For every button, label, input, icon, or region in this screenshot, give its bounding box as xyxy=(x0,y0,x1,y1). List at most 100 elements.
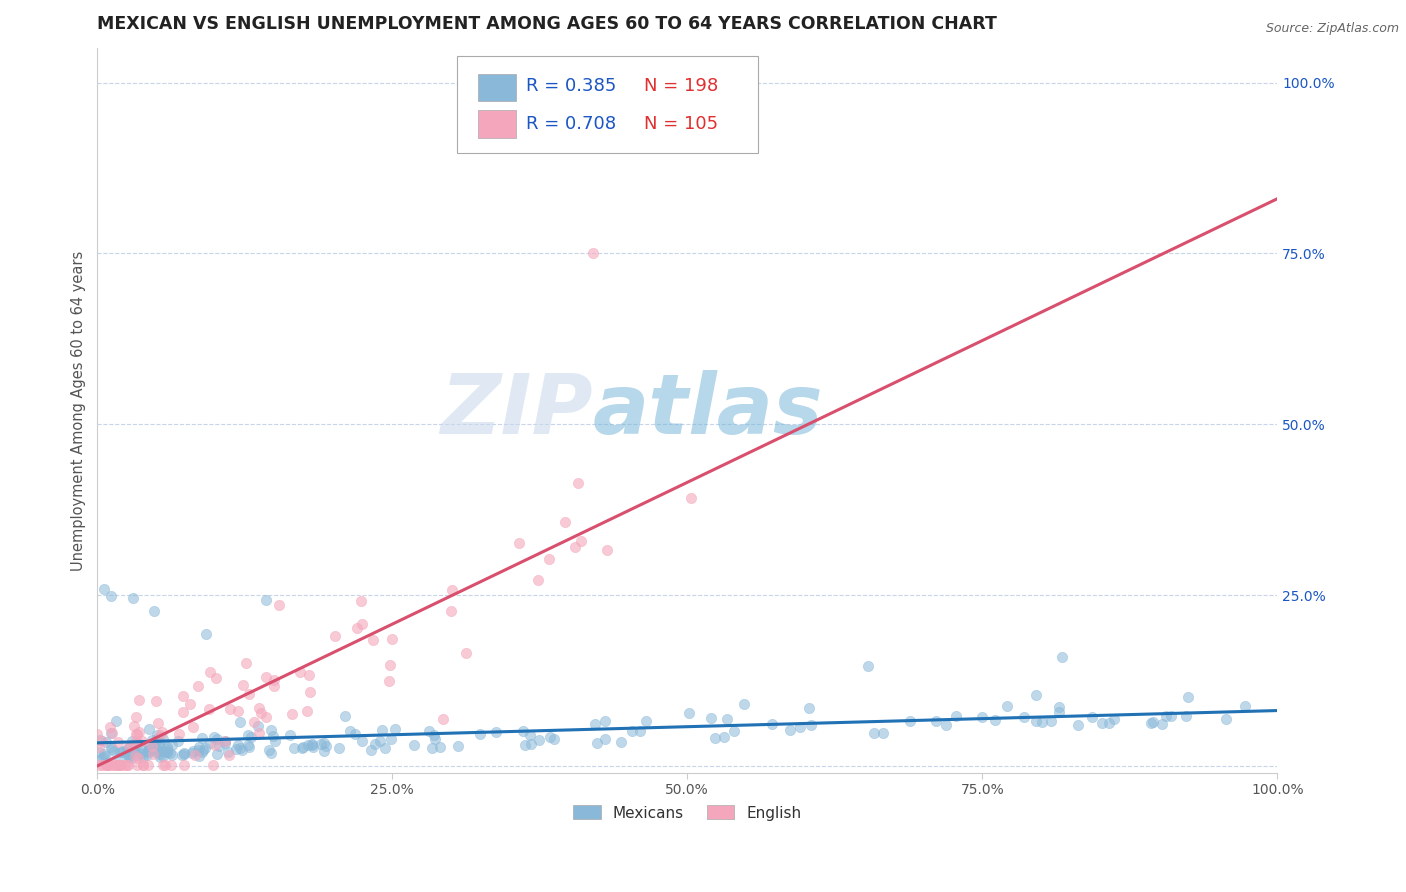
Point xyxy=(125,727,148,741)
Point xyxy=(149,749,172,764)
FancyBboxPatch shape xyxy=(478,74,516,102)
Point xyxy=(205,747,228,761)
Point xyxy=(301,738,323,752)
Point xyxy=(86,727,108,741)
Point xyxy=(127,751,149,765)
Point xyxy=(153,758,176,772)
Point xyxy=(309,737,332,751)
Point xyxy=(173,758,195,772)
Point xyxy=(121,738,143,752)
Point xyxy=(141,732,163,747)
Point xyxy=(254,670,277,684)
Point xyxy=(146,728,169,742)
Point xyxy=(361,632,384,647)
Point xyxy=(723,724,745,739)
Point xyxy=(122,719,145,733)
Point xyxy=(89,733,111,747)
Point xyxy=(124,749,146,764)
Point xyxy=(124,744,146,758)
Point xyxy=(236,728,259,742)
Point xyxy=(1080,710,1102,724)
Point xyxy=(115,742,138,756)
Point xyxy=(143,740,166,755)
Point xyxy=(995,698,1018,713)
Point xyxy=(117,747,139,761)
Point xyxy=(100,720,122,734)
Point xyxy=(350,734,373,748)
Point xyxy=(172,705,194,719)
Point xyxy=(700,711,723,725)
Point xyxy=(149,728,172,742)
Point xyxy=(96,758,118,772)
Point xyxy=(263,679,285,693)
Point xyxy=(101,726,124,740)
Point xyxy=(181,746,204,760)
Point xyxy=(291,741,314,756)
Point xyxy=(586,735,609,749)
Point xyxy=(198,701,221,715)
Point xyxy=(380,658,402,673)
Point xyxy=(1047,705,1070,719)
Point xyxy=(131,747,153,761)
Point xyxy=(108,745,131,759)
Point xyxy=(93,747,115,762)
Point xyxy=(120,751,142,765)
Point xyxy=(799,701,821,715)
Point xyxy=(225,741,247,756)
Point xyxy=(125,710,148,724)
Point xyxy=(150,744,173,758)
Point xyxy=(91,749,114,764)
Point xyxy=(446,739,468,754)
Point xyxy=(117,745,139,759)
Point xyxy=(343,727,366,741)
Point xyxy=(201,758,224,772)
Point xyxy=(87,745,110,759)
Point xyxy=(1098,716,1121,731)
Point xyxy=(328,740,350,755)
Point xyxy=(264,734,287,748)
Point xyxy=(1047,699,1070,714)
Point xyxy=(247,726,270,740)
Point xyxy=(111,744,134,758)
Text: ZIP: ZIP xyxy=(440,370,593,451)
Point xyxy=(156,740,179,755)
Point xyxy=(935,718,957,732)
Point xyxy=(519,728,541,742)
Point xyxy=(179,698,201,712)
Point xyxy=(678,706,700,721)
Point xyxy=(373,741,395,756)
Point xyxy=(152,731,174,746)
Point xyxy=(1031,714,1053,729)
Point xyxy=(1154,709,1177,723)
Point xyxy=(219,702,242,716)
Text: R = 0.385: R = 0.385 xyxy=(526,77,616,95)
Point xyxy=(364,737,387,751)
Point xyxy=(217,745,239,759)
Point xyxy=(150,724,173,739)
Point xyxy=(98,758,121,772)
Text: R = 0.708: R = 0.708 xyxy=(526,115,616,134)
Point xyxy=(91,758,114,772)
Point xyxy=(468,726,491,740)
Point xyxy=(1215,712,1237,726)
Point xyxy=(228,715,250,730)
Point xyxy=(121,733,143,747)
Point xyxy=(202,730,225,744)
Point xyxy=(129,746,152,760)
Point xyxy=(117,758,139,772)
Point xyxy=(254,710,277,724)
Point xyxy=(610,734,633,748)
Point xyxy=(226,738,249,752)
Point xyxy=(198,736,221,750)
Point xyxy=(299,685,322,699)
Point xyxy=(145,738,167,752)
Point xyxy=(128,724,150,739)
Point xyxy=(945,709,967,723)
Point xyxy=(595,732,617,747)
Point xyxy=(122,591,145,606)
Point xyxy=(187,742,209,756)
Point xyxy=(593,714,616,728)
Point xyxy=(288,665,311,679)
Point xyxy=(187,679,209,693)
Point xyxy=(107,758,129,772)
